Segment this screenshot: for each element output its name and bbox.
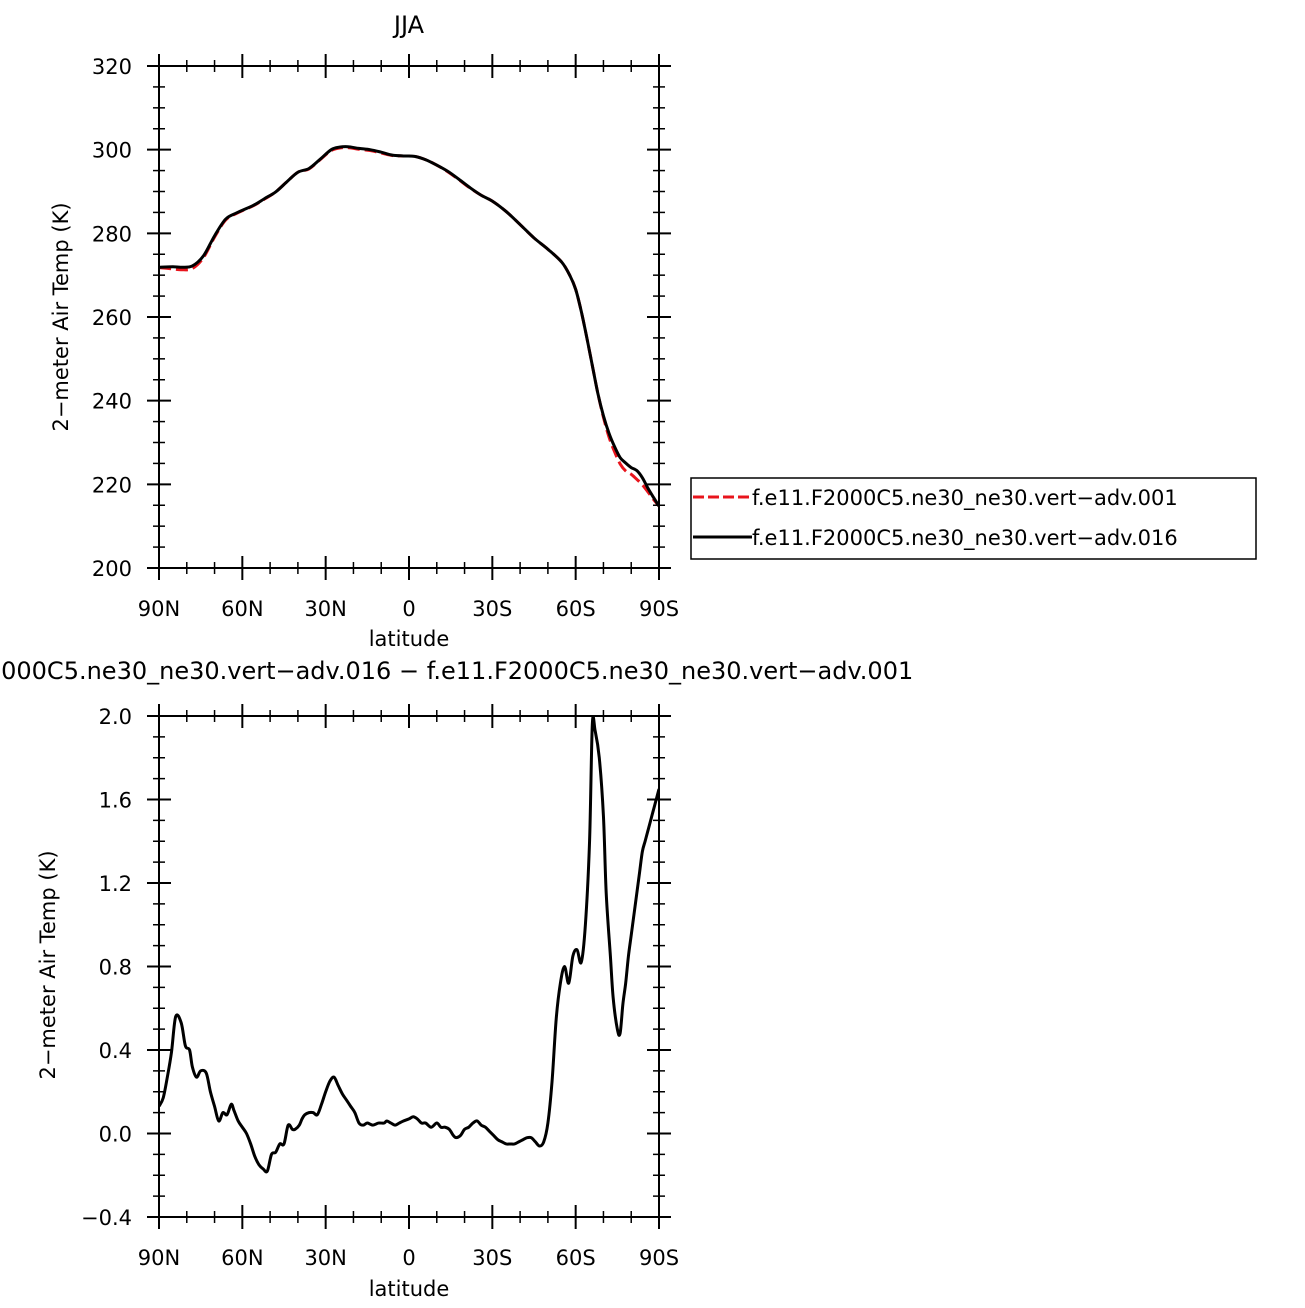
top-x-tick-label: 90S (639, 597, 679, 621)
legend-label-001: f.e11.F2000C5.ne30_ne30.vert−adv.001 (752, 486, 1178, 511)
top-chart-title: JJA (392, 11, 425, 39)
top-curves (159, 145, 659, 508)
bottom-x-tick-label: 60S (556, 1246, 596, 1270)
top-y-tick-label: 240 (92, 390, 132, 414)
legend: f.e11.F2000C5.ne30_ne30.vert−adv.001 f.e… (690, 477, 1257, 560)
top-y-tick-label: 280 (92, 222, 132, 246)
bottom-x-tick-labels: 90N 60N 30N 0 30S 60S 90S (138, 1246, 679, 1270)
bottom-x-tick-label: 30N (304, 1246, 346, 1270)
top-x-tick-label: 30N (304, 597, 346, 621)
bottom-y-tick-label: 2.0 (99, 705, 132, 729)
top-panel: JJA 200 220 240 260 280 300 320 90N 60N 30N 0 30S 6… (49, 11, 679, 651)
bottom-series-line-1 (159, 716, 659, 1174)
top-y-tick-label: 220 (92, 473, 132, 497)
top-x-tick-labels: 90N 60N 30N 0 30S 60S 90S (138, 597, 679, 621)
bottom-y-tick-label: 0.4 (99, 1039, 132, 1063)
top-plot-frame (158, 65, 660, 569)
bottom-y-tick-label: 1.2 (99, 872, 132, 896)
top-y-tick-label: 200 (92, 557, 132, 581)
bottom-y-tick-label: 0.0 (99, 1123, 132, 1147)
top-x-axis-label: latitude (369, 627, 450, 651)
bottom-x-tick-label: 90N (138, 1246, 180, 1270)
bottom-x-tick-label: 0 (402, 1246, 415, 1270)
bottom-y-tick-labels: −0.4 0.0 0.4 0.8 1.2 1.6 2.0 (81, 705, 132, 1230)
bottom-y-axis-label: 2−meter Air Temp (K) (36, 850, 60, 1079)
top-y-axis-label: 2−meter Air Temp (K) (49, 202, 73, 431)
legend-box (690, 477, 1257, 560)
bottom-panel: f.e11.F2000C5.ne30_ne30.vert−adv.016 − f… (0, 657, 913, 1301)
bottom-x-tick-label: 60N (221, 1246, 263, 1270)
bottom-curves (159, 716, 659, 1174)
top-axis-ticks (147, 54, 671, 580)
bottom-x-tick-label: 90S (639, 1246, 679, 1270)
top-y-tick-label: 320 (92, 55, 132, 79)
top-x-tick-label: 60S (556, 597, 596, 621)
bottom-x-axis-label: latitude (369, 1277, 450, 1301)
bottom-y-tick-label: 0.8 (99, 956, 132, 980)
legend-label-016: f.e11.F2000C5.ne30_ne30.vert−adv.016 (752, 526, 1178, 551)
bottom-plot-frame (158, 715, 660, 1218)
top-series-line-2 (159, 145, 659, 507)
bottom-x-tick-label: 30S (472, 1246, 512, 1270)
top-y-tick-label: 260 (92, 306, 132, 330)
bottom-chart-title: f.e11.F2000C5.ne30_ne30.vert−adv.016 − f… (0, 657, 913, 685)
top-y-tick-labels: 200 220 240 260 280 300 320 (92, 55, 132, 581)
top-y-tick-label: 300 (92, 139, 132, 163)
bottom-y-tick-label: 1.6 (99, 789, 132, 813)
top-x-tick-label: 0 (402, 597, 415, 621)
bottom-y-tick-label: −0.4 (81, 1206, 132, 1230)
top-x-tick-label: 90N (138, 597, 180, 621)
top-x-tick-label: 30S (472, 597, 512, 621)
top-x-tick-label: 60N (221, 597, 263, 621)
